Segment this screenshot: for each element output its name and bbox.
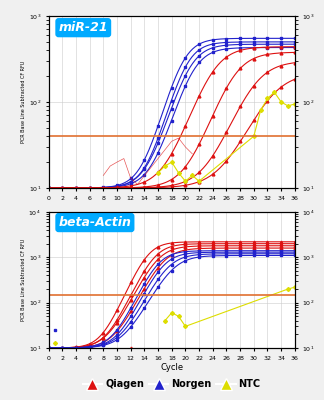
X-axis label: Cycle: Cycle bbox=[160, 364, 183, 372]
Legend: Qiagen, Norgen, NTC: Qiagen, Norgen, NTC bbox=[79, 375, 265, 393]
Y-axis label: PCR Base Line Subtracted CF RFU: PCR Base Line Subtracted CF RFU bbox=[21, 239, 26, 321]
Y-axis label: PCR Base Line Subtracted CF RFU: PCR Base Line Subtracted CF RFU bbox=[21, 61, 26, 143]
Text: beta-Actin: beta-Actin bbox=[58, 216, 131, 229]
Text: miR-21: miR-21 bbox=[58, 21, 108, 34]
